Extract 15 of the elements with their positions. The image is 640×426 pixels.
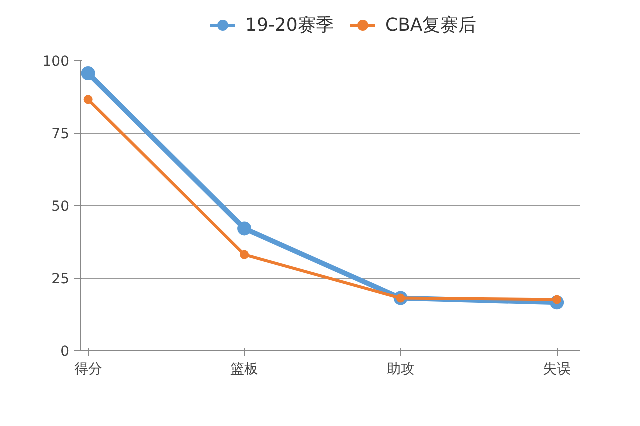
point (238, 222, 252, 236)
point (84, 95, 93, 104)
point (240, 250, 250, 260)
x-tick-label: 助攻 (386, 362, 415, 378)
y-tick-label: 100 (42, 54, 70, 70)
y-tick-label: 25 (52, 272, 70, 288)
x-tick-label: 篮板 (230, 362, 259, 378)
point (81, 66, 96, 81)
y-tick-label: 0 (60, 344, 70, 360)
y-tick-label: 50 (52, 199, 70, 215)
x-tick-label: 得分 (74, 362, 102, 378)
x-tick-label: 失误 (543, 362, 572, 378)
legend-label: CBA复赛后 (386, 15, 477, 36)
legend-label: 19-20赛季 (246, 15, 334, 36)
y-tick-label: 75 (52, 126, 70, 142)
